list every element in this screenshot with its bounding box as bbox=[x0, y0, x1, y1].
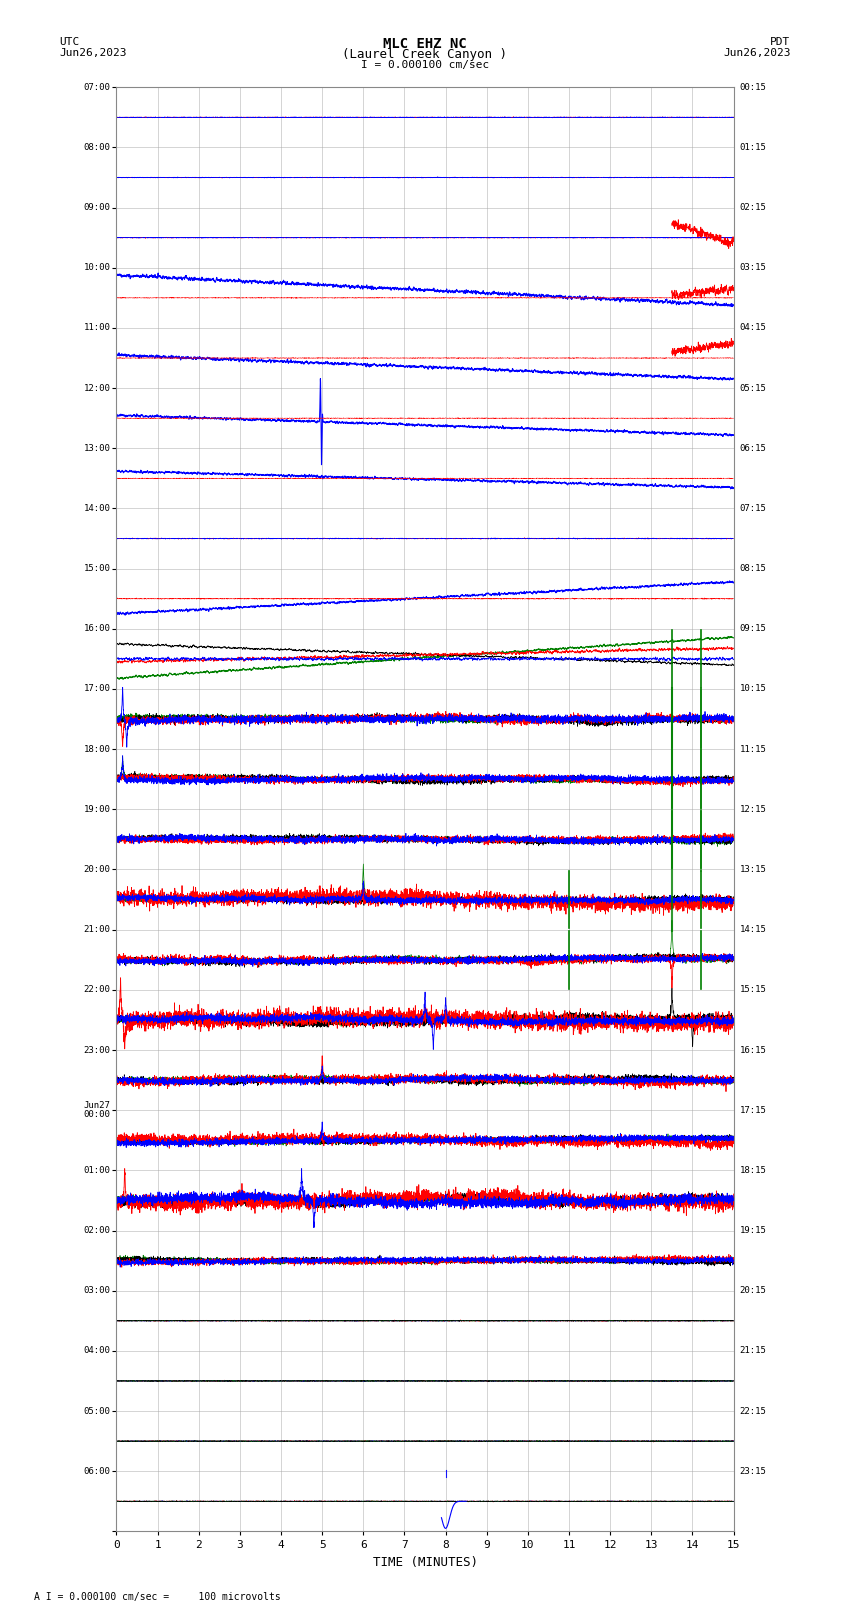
Text: 14:15: 14:15 bbox=[740, 926, 767, 934]
Text: Jun26,2023: Jun26,2023 bbox=[60, 48, 127, 58]
Text: 01:15: 01:15 bbox=[740, 144, 767, 152]
Text: 01:00: 01:00 bbox=[83, 1166, 110, 1174]
Text: 02:00: 02:00 bbox=[83, 1226, 110, 1236]
Text: 04:00: 04:00 bbox=[83, 1347, 110, 1355]
Text: 08:00: 08:00 bbox=[83, 144, 110, 152]
Text: 13:00: 13:00 bbox=[83, 444, 110, 453]
Text: 10:00: 10:00 bbox=[83, 263, 110, 273]
Text: 09:15: 09:15 bbox=[740, 624, 767, 634]
Text: 00:00: 00:00 bbox=[83, 1110, 110, 1119]
Text: 12:15: 12:15 bbox=[740, 805, 767, 815]
Text: 10:15: 10:15 bbox=[740, 684, 767, 694]
Text: 09:00: 09:00 bbox=[83, 203, 110, 211]
Text: 17:00: 17:00 bbox=[83, 684, 110, 694]
Text: 19:00: 19:00 bbox=[83, 805, 110, 815]
Text: UTC: UTC bbox=[60, 37, 80, 47]
Text: 04:15: 04:15 bbox=[740, 324, 767, 332]
Text: 15:00: 15:00 bbox=[83, 565, 110, 573]
Text: 00:15: 00:15 bbox=[740, 82, 767, 92]
Text: 15:15: 15:15 bbox=[740, 986, 767, 994]
Text: 20:00: 20:00 bbox=[83, 865, 110, 874]
Text: 16:00: 16:00 bbox=[83, 624, 110, 634]
Text: 21:15: 21:15 bbox=[740, 1347, 767, 1355]
Text: 02:15: 02:15 bbox=[740, 203, 767, 211]
Text: I = 0.000100 cm/sec: I = 0.000100 cm/sec bbox=[361, 60, 489, 69]
Text: 18:15: 18:15 bbox=[740, 1166, 767, 1174]
Text: 22:00: 22:00 bbox=[83, 986, 110, 994]
Text: 08:15: 08:15 bbox=[740, 565, 767, 573]
X-axis label: TIME (MINUTES): TIME (MINUTES) bbox=[372, 1557, 478, 1569]
Text: 07:00: 07:00 bbox=[83, 82, 110, 92]
Text: 11:00: 11:00 bbox=[83, 324, 110, 332]
Text: 06:15: 06:15 bbox=[740, 444, 767, 453]
Text: A I = 0.000100 cm/sec =     100 microvolts: A I = 0.000100 cm/sec = 100 microvolts bbox=[34, 1592, 280, 1602]
Text: 22:15: 22:15 bbox=[740, 1407, 767, 1416]
Text: 23:15: 23:15 bbox=[740, 1466, 767, 1476]
Text: Jun26,2023: Jun26,2023 bbox=[723, 48, 791, 58]
Text: 16:15: 16:15 bbox=[740, 1045, 767, 1055]
Text: 21:00: 21:00 bbox=[83, 926, 110, 934]
Text: 06:00: 06:00 bbox=[83, 1466, 110, 1476]
Text: 19:15: 19:15 bbox=[740, 1226, 767, 1236]
Text: 13:15: 13:15 bbox=[740, 865, 767, 874]
Text: 05:00: 05:00 bbox=[83, 1407, 110, 1416]
Text: PDT: PDT bbox=[770, 37, 790, 47]
Text: MLC EHZ NC: MLC EHZ NC bbox=[383, 37, 467, 52]
Text: 03:00: 03:00 bbox=[83, 1286, 110, 1295]
Text: 20:15: 20:15 bbox=[740, 1286, 767, 1295]
Text: 03:15: 03:15 bbox=[740, 263, 767, 273]
Text: (Laurel Creek Canyon ): (Laurel Creek Canyon ) bbox=[343, 48, 507, 61]
Text: Jun27: Jun27 bbox=[83, 1102, 110, 1110]
Text: 18:00: 18:00 bbox=[83, 745, 110, 753]
Text: 12:00: 12:00 bbox=[83, 384, 110, 392]
Text: 23:00: 23:00 bbox=[83, 1045, 110, 1055]
Text: 17:15: 17:15 bbox=[740, 1105, 767, 1115]
Text: 11:15: 11:15 bbox=[740, 745, 767, 753]
Text: 05:15: 05:15 bbox=[740, 384, 767, 392]
Text: 07:15: 07:15 bbox=[740, 503, 767, 513]
Text: 14:00: 14:00 bbox=[83, 503, 110, 513]
